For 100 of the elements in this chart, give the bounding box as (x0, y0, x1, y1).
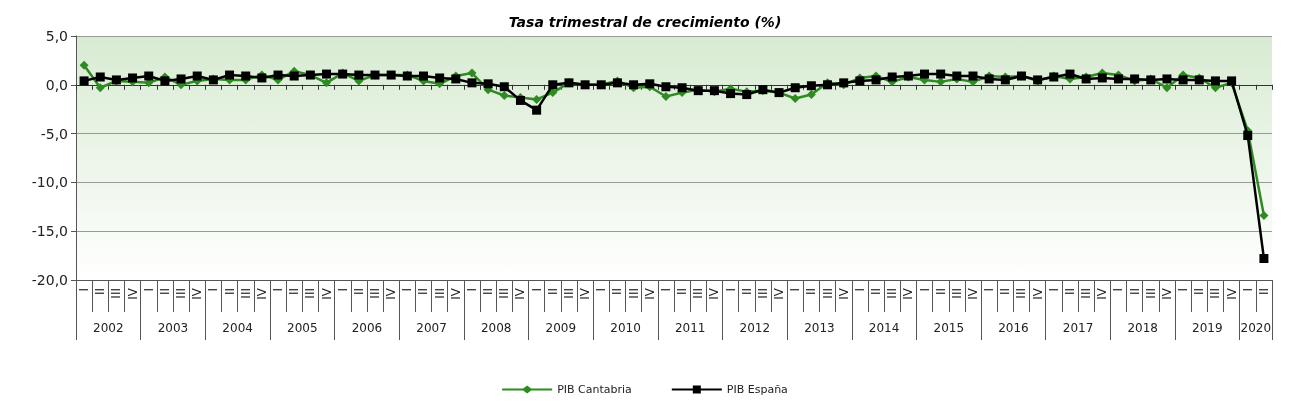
x-tick-label: I (335, 288, 350, 292)
x-tick-label: II (351, 288, 366, 296)
y-tick-label: -15,0 (31, 223, 68, 240)
text: 2015 (933, 321, 965, 335)
x-tick-label: I (852, 288, 867, 292)
text: 2009 (545, 321, 577, 335)
text: 2003 (157, 321, 189, 335)
text: 2018 (1127, 321, 1158, 335)
x-tick-label: III (820, 288, 835, 299)
x-tick-label: IV (1224, 287, 1239, 300)
x-tick-label: I (1111, 288, 1126, 292)
x-tick-label: I (400, 288, 415, 292)
text: 2017 (1062, 321, 1094, 335)
x-tick-label: III (238, 288, 253, 299)
x-tick-label: I (1046, 288, 1061, 292)
x-tick-label: III (1208, 288, 1223, 299)
x-tick-label: III (174, 288, 189, 299)
x-tick-label: I (917, 288, 932, 292)
x-tick-label: II (222, 288, 237, 296)
x-tick-label: IV (772, 287, 787, 300)
x-tick-label: II (1256, 288, 1271, 296)
text: 2006 (351, 321, 383, 335)
x-tick-label: IV (513, 287, 528, 300)
x-tick-label: III (1143, 288, 1158, 299)
text: 2012 (739, 321, 771, 335)
x-tick-label: III (949, 288, 964, 299)
text: 2014 (868, 321, 900, 335)
x-tick-label: II (481, 288, 496, 296)
x-tick-label: III (497, 288, 512, 299)
x-tick-label: II (157, 288, 172, 296)
x-tick-label: II (869, 288, 884, 296)
x-tick-label: III (885, 288, 900, 299)
y-tick-label: -5,0 (40, 125, 68, 142)
text: 2016 (998, 321, 1029, 335)
x-tick-label: III (368, 288, 382, 299)
x-tick-label: IV (966, 287, 980, 300)
text: 2013 (804, 321, 835, 335)
text: 2002 (93, 321, 124, 335)
x-tick-label: II (739, 288, 754, 296)
x-tick-label: II (287, 288, 302, 296)
x-tick-label: II (1192, 288, 1207, 296)
x-tick-label: IV (1030, 287, 1045, 300)
x-tick-label: IV (125, 287, 140, 300)
x-tick-label: I (464, 288, 479, 292)
x-tick-label: I (77, 288, 92, 292)
x-tick-label: IV (448, 287, 463, 300)
text: 2004 (222, 321, 253, 335)
x-tick-label: II (545, 288, 560, 296)
x-tick-label: IV (836, 287, 851, 300)
x-tick-label: III (755, 288, 770, 299)
x-tick-label: IV (254, 287, 269, 300)
x-tick-label: III (1014, 288, 1029, 299)
x-tick-label: I (141, 288, 156, 292)
x-tick-label: IV (901, 287, 916, 300)
x-tick-label: I (723, 288, 738, 292)
legend-label: PIB Cantabria (557, 383, 632, 396)
x-tick-label: II (93, 288, 108, 296)
x-tick-label: IV (190, 287, 205, 300)
x-tick-label: I (594, 288, 609, 292)
x-tick-label: II (675, 288, 690, 296)
legend-label: PIB España (726, 383, 788, 396)
x-tick-label: IV (578, 287, 593, 300)
y-tick-label: 5,0 (45, 28, 68, 44)
text: 2011 (674, 321, 706, 335)
x-tick-label: I (1240, 288, 1255, 292)
x-tick-label: I (1176, 288, 1191, 292)
x-tick-label: IV (642, 287, 657, 300)
y-tick-label: -20,0 (31, 272, 68, 288)
x-tick-label: III (691, 288, 706, 299)
x-tick-label: II (416, 288, 431, 296)
x-tick-label: III (626, 288, 641, 299)
text: 2020 (1240, 321, 1272, 335)
x-tick-label: II (998, 288, 1013, 296)
x-tick-label: IV (384, 287, 399, 300)
x-tick-label: III (109, 288, 124, 299)
text: 2010 (610, 321, 641, 335)
x-tick-label: I (658, 288, 673, 292)
x-tick-label: IV (1095, 287, 1110, 300)
x-tick-label: III (1079, 288, 1094, 299)
chart-title: Tasa trimestral de crecimiento (%) (508, 14, 782, 30)
x-tick-label: III (432, 288, 447, 299)
x-tick-label: IV (707, 287, 722, 300)
text: 2008 (480, 321, 512, 335)
x-tick-label: II (1127, 288, 1142, 296)
y-tick-label: -10,0 (31, 174, 68, 191)
text: 2019 (1192, 321, 1223, 335)
x-tick-label: II (1062, 288, 1077, 296)
x-tick-label: IV (1159, 287, 1174, 300)
x-tick-label: I (982, 288, 997, 292)
x-tick-label: I (529, 288, 544, 292)
x-tick-label: I (206, 288, 221, 292)
text: 2007 (416, 321, 447, 335)
x-tick-label: I (271, 288, 286, 292)
x-tick-label: II (933, 288, 948, 296)
x-tick-label: II (610, 288, 625, 296)
x-tick-label: I (788, 288, 803, 292)
x-tick-label: III (303, 288, 318, 299)
x-tick-label: IV (319, 287, 334, 300)
y-tick-label: 0,0 (45, 76, 68, 93)
x-tick-label: II (804, 288, 819, 296)
